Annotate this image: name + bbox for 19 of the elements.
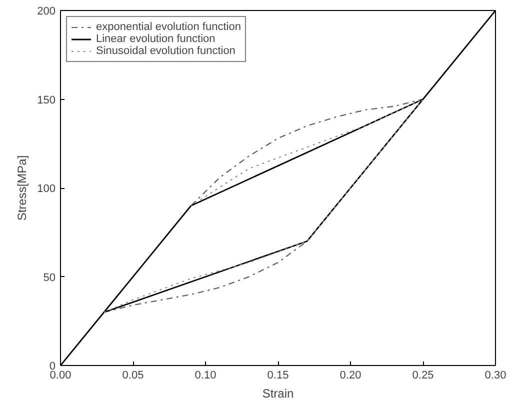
- y-tick-label: 0: [49, 360, 56, 372]
- y-tick-label: 200: [37, 6, 56, 18]
- x-tick-label: 0.10: [194, 370, 216, 382]
- y-tick-label: 150: [37, 94, 56, 106]
- x-tick-label: 0.00: [50, 370, 72, 382]
- legend-label: exponential evolution function: [96, 21, 241, 33]
- legend-label: Sinusoidal evolution function: [96, 45, 236, 57]
- x-axis-title: Strain: [262, 386, 294, 400]
- x-tick-label: 0.05: [122, 370, 144, 382]
- line-series: [103, 98, 424, 313]
- x-tick-label: 0.20: [340, 370, 362, 382]
- y-tick-label: 50: [43, 272, 56, 284]
- legend-label: Linear evolution function: [96, 33, 216, 45]
- x-tick-label: 0.30: [484, 370, 506, 382]
- x-tick-label: 0.25: [412, 370, 434, 382]
- y-axis-title: Stress[MPa]: [15, 155, 30, 221]
- x-tick-label: 0.15: [267, 370, 289, 382]
- y-tick-label: 100: [37, 183, 56, 195]
- line-series: [60, 10, 496, 366]
